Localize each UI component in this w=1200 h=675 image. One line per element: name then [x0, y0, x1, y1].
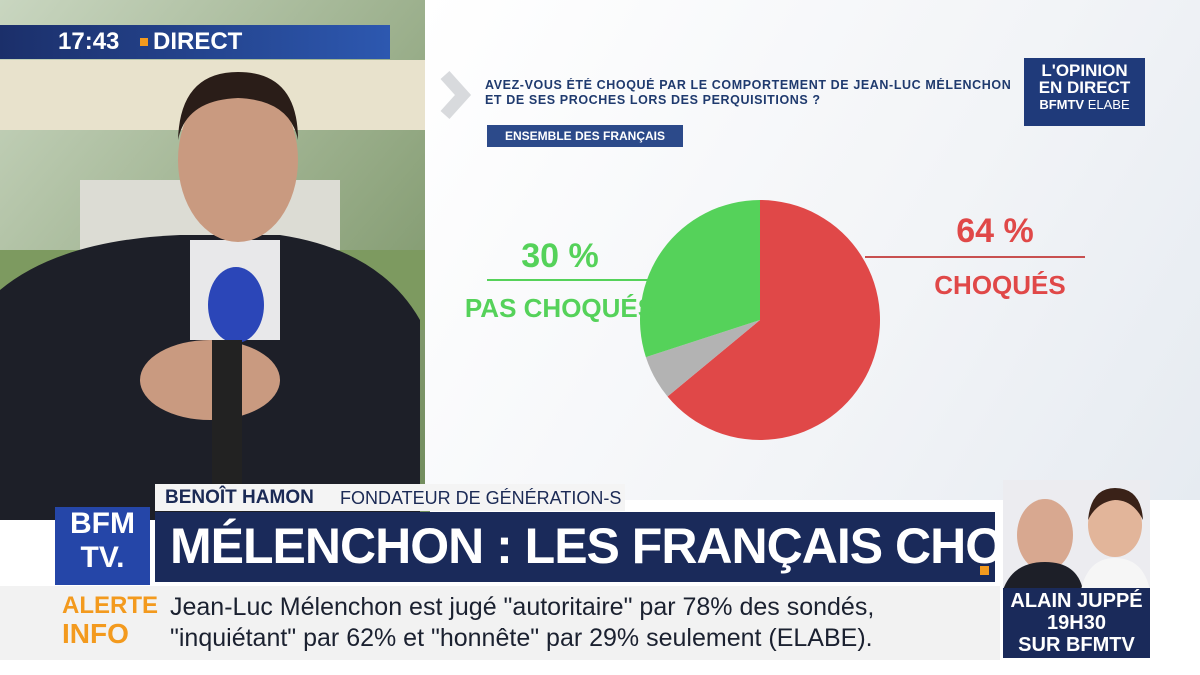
ticker-bar — [0, 586, 1000, 660]
opinion-logo: L'OPINION EN DIRECT BFMTV ELABE — [1024, 58, 1145, 126]
speaker-role: FONDATEUR DE GÉNÉRATION-S — [340, 488, 622, 508]
promo-photo — [1003, 480, 1150, 590]
value-label: 64 % — [956, 212, 1034, 250]
logo-partner: ELABE — [1087, 97, 1130, 112]
chart-title: AVEZ-VOUS ÉTÉ CHOQUÉ PAR LE COMPORTEMENT… — [485, 78, 1012, 107]
pie-slice — [640, 200, 760, 358]
clock: 17:43 — [58, 28, 120, 55]
pie-slice — [667, 200, 881, 440]
channel-logo: BFM TV. — [55, 507, 150, 585]
ticker-text: Jean-Luc Mélenchon est jugé "autoritaire… — [170, 592, 874, 654]
channel-logo-bottom: TV. — [80, 541, 125, 574]
category-label: PAS CHOQUÉS — [465, 293, 655, 323]
live-bar — [0, 25, 390, 59]
logo-brand: BFMTV — [1039, 97, 1085, 112]
chart: AVEZ-VOUS ÉTÉ CHOQUÉ PAR LE COMPORTEMENT… — [440, 70, 1085, 440]
speaker-bar — [155, 484, 625, 511]
ticker-line: Jean-Luc Mélenchon est jugé "autoritaire… — [170, 593, 875, 621]
question-box: AVEZ-VOUS ÉTÉ CHOQUÉ PAR LE COMPORTEMENT… — [485, 78, 1012, 107]
video-feed — [0, 0, 430, 520]
headline-bar — [155, 512, 995, 582]
logo-line: L'OPINION — [1041, 61, 1128, 80]
subtitle-box — [487, 125, 683, 147]
ticker-line: "inquiétant" par 62% et "honnête" par 29… — [170, 624, 873, 652]
promo-time: 19H30 — [1047, 612, 1106, 634]
promo-name: ALAIN JUPPÉ — [1010, 590, 1143, 612]
live-label: DIRECT — [153, 28, 243, 55]
alert-line: INFO — [62, 618, 129, 649]
headline-dot — [980, 566, 989, 575]
value-label: 30 % — [521, 237, 599, 275]
alert-label: ALERTE INFO — [62, 592, 158, 648]
pie-slice — [645, 320, 760, 397]
alert-line: ALERTE — [62, 592, 158, 619]
chevron — [440, 70, 472, 120]
category-label: CHOQUÉS — [934, 270, 1065, 300]
channel-logo-top: BFM — [70, 507, 135, 540]
headline: MÉLENCHON : LES FRANÇAIS CHOQUÉS — [170, 518, 1142, 574]
promo-channel: SUR BFMTV — [1018, 634, 1135, 656]
promo-box: ALAIN JUPPÉ 19H30 SUR BFMTV — [1003, 588, 1150, 658]
chart-subtitle: ENSEMBLE DES FRANÇAIS — [505, 129, 665, 143]
speaker-name: BENOÎT HAMON — [165, 487, 314, 508]
live-dot — [140, 38, 148, 46]
logo-line: EN DIRECT — [1038, 78, 1131, 97]
